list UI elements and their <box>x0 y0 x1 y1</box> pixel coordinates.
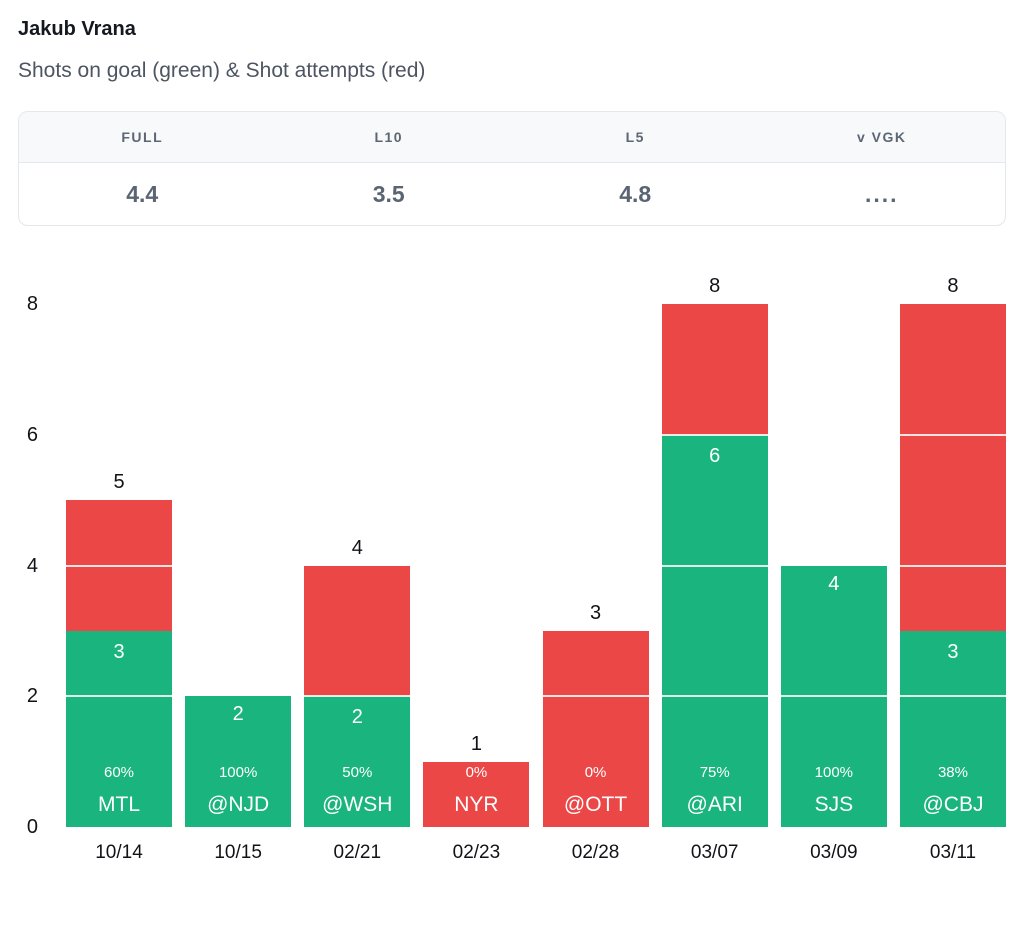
x-tick-label: 03/09 <box>810 842 858 863</box>
bar-total-label: 4 <box>828 572 840 595</box>
stats-values-row: 4.4 3.5 4.8 .... <box>19 163 1005 225</box>
chart-subtitle: Shots on goal (green) & Shot attempts (r… <box>18 59 426 82</box>
bar-gridline <box>661 564 768 567</box>
bar-pct-label: 100% <box>218 764 258 781</box>
bar-pct-label: 75% <box>699 764 730 781</box>
bar-sog-label: 2 <box>351 706 363 729</box>
bar-gridline <box>899 695 1006 698</box>
stats-header-full: FULL <box>121 129 164 145</box>
stats-value-vvgk: .... <box>864 180 899 207</box>
y-tick-label: 0 <box>26 816 38 838</box>
bar-team-label: @OTT <box>563 793 628 816</box>
stats-header-row: FULL L10 L5 v VGK <box>19 112 1005 163</box>
bar-total-label: 8 <box>709 275 721 297</box>
y-tick-label: 2 <box>26 685 38 708</box>
bar-pct-label: 100% <box>814 764 854 781</box>
x-tick-label: 03/07 <box>690 842 739 863</box>
x-tick-label: 02/21 <box>333 842 382 863</box>
bar-sog-label: 3 <box>113 640 125 663</box>
bar-segment-shots-on-goal <box>661 434 768 827</box>
bar-SJS: 4 100% SJS <box>780 565 887 827</box>
bar-pct-label: 0% <box>465 764 488 781</box>
bar-@NJD: 2 100% @NJD <box>185 696 292 827</box>
stats-header-vvgk: v VGK <box>856 129 907 145</box>
bar-@CBJ: 8 3 38% @CBJ <box>899 275 1006 827</box>
bar-total-label: 4 <box>351 536 363 559</box>
x-tick-label: 02/28 <box>571 842 620 863</box>
bar-sog-label: 6 <box>709 444 721 467</box>
stats-value-l5: 4.8 <box>619 180 652 207</box>
bar-pct-label: 60% <box>103 764 135 781</box>
bar-gridline <box>66 564 172 567</box>
bar-gridline <box>304 695 411 698</box>
y-axis: 0 2 4 6 8 <box>18 293 38 838</box>
bar-gridline <box>661 695 768 698</box>
bar-@WSH: 4 2 50% @WSH <box>304 537 411 827</box>
x-tick-label: 10/14 <box>95 842 143 863</box>
bar-gridline <box>780 695 887 698</box>
bar-NYR: 1 0% NYR <box>423 733 530 827</box>
stats-header-l10: L10 <box>374 129 404 145</box>
bar-pct-label: 38% <box>937 764 968 781</box>
y-tick-label: 8 <box>26 293 38 315</box>
bar-team-label: SJS <box>814 793 854 816</box>
y-tick-label: 6 <box>26 423 38 446</box>
stats-value-full: 4.4 <box>126 180 159 207</box>
bar-team-label: @NJD <box>207 793 270 816</box>
bar-team-label: NYR <box>454 793 499 816</box>
bar-total-label: 8 <box>947 275 959 297</box>
bar-@ARI: 8 6 75% @ARI <box>661 275 768 827</box>
bar-team-label: @ARI <box>686 793 743 816</box>
bar-pct-label: 50% <box>342 764 373 781</box>
bar-segment-shots-on-goal <box>304 696 411 827</box>
bar-total-label: 2 <box>232 703 244 726</box>
bar-total-label: 1 <box>470 732 482 755</box>
bar-team-label: @WSH <box>322 793 393 816</box>
stats-value-l10: 3.5 <box>372 180 405 207</box>
bar-gridline <box>899 433 1006 436</box>
y-tick-label: 4 <box>26 554 38 577</box>
x-tick-label: 03/11 <box>929 842 977 863</box>
bar-team-label: @CBJ <box>922 793 984 816</box>
page-title: Jakub Vrana <box>18 18 136 40</box>
bar-gridline <box>542 695 649 698</box>
stats-header-l5: L5 <box>625 129 645 145</box>
bar-gridline <box>661 433 768 436</box>
x-tick-label: 10/15 <box>214 842 262 863</box>
bar-MTL: 5 3 60% MTL <box>66 471 172 827</box>
bar-sog-label: 3 <box>947 640 959 663</box>
bar-total-label: 5 <box>113 471 125 494</box>
bar-team-label: MTL <box>98 793 140 816</box>
x-axis: 10/14 10/15 02/21 02/23 02/28 03/07 03/09 03/11 <box>66 841 1006 865</box>
x-tick-label: 02/23 <box>452 842 501 863</box>
bar-@OTT: 3 0% @OTT <box>542 602 649 827</box>
bar-segment-shots-on-goal <box>899 630 1006 827</box>
plot-area: 5 3 60% MTL 2 100% @NJD 4 2 50% @WSH 1 0% NYR 3 0% @OTT 8… <box>66 275 1006 827</box>
stats-table: FULL L10 L5 v VGK 4.4 3.5 4.8 .... <box>18 111 1006 226</box>
bar-total-label: 3 <box>590 601 602 624</box>
bar-gridline <box>899 564 1006 567</box>
bar-segment-shots-on-goal <box>66 630 172 827</box>
bar-gridline <box>66 695 172 698</box>
bar-pct-label: 0% <box>584 764 607 781</box>
